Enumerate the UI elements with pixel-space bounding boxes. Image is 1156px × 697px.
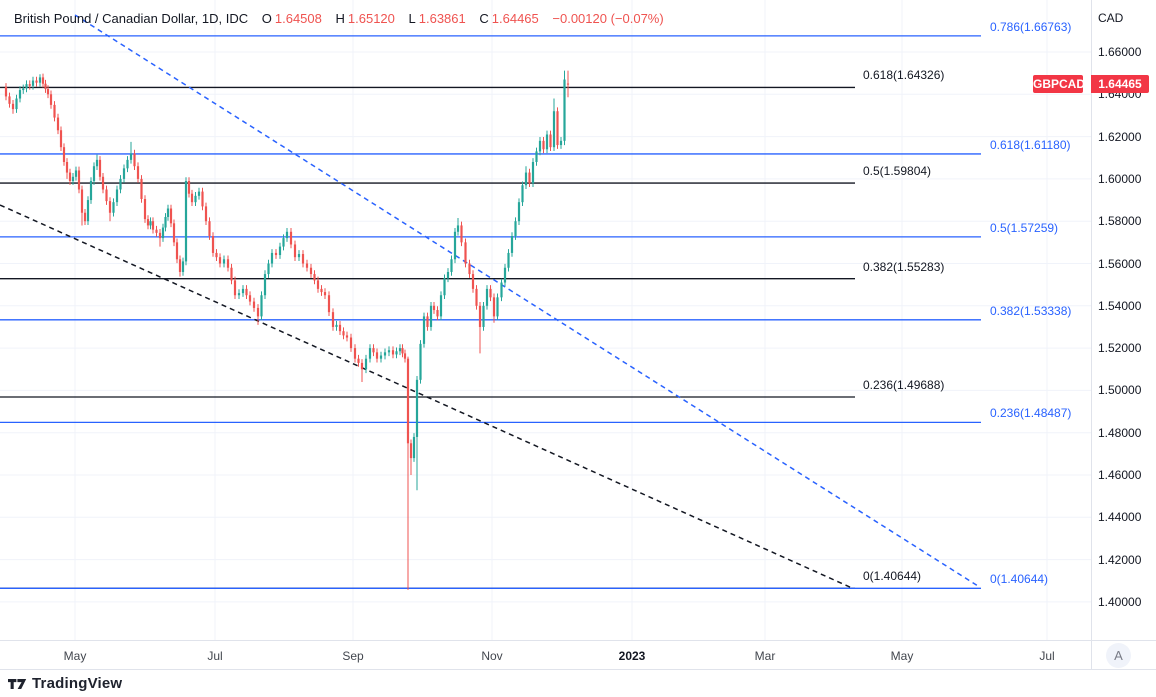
price-tick-label: 1.62000 [1098,129,1142,144]
blue-fib-label: 0.5(1.57259) [990,220,1059,235]
symbol-legend[interactable]: British Pound / Canadian Dollar, 1D, IDC… [14,11,667,26]
blue-fib-label: 0(1.40644) [990,572,1049,587]
high-label: H [335,11,345,26]
close-value: 1.64465 [491,11,539,26]
blue-fib-label: 0.786(1.66763) [990,19,1072,34]
price-axis-border [1091,0,1092,670]
tradingview-logo-icon [8,678,27,689]
low-value: 1.63861 [418,11,466,26]
chart-pane[interactable]: British Pound / Canadian Dollar, 1D, IDC… [0,0,1091,640]
price-tick-label: 1.58000 [1098,214,1142,229]
candlestick-series [4,70,570,590]
last-price-value-badge: 1.64465 [1091,75,1149,94]
auto-scale-button[interactable]: A [1106,643,1131,668]
time-tick-label: 2023 [618,649,646,663]
price-tick-label: 1.48000 [1098,425,1142,440]
time-tick-label: Nov [481,649,503,663]
open-value: 1.64508 [274,11,322,26]
change-value: −0.00120 (−0.07%) [552,11,664,26]
price-tick-label: 1.52000 [1098,341,1142,356]
black-fib-label: 0.236(1.49688) [863,378,945,392]
price-tick-label: 1.60000 [1098,171,1142,186]
time-tick-label: May [890,649,914,663]
axis-currency-label: CAD [1098,11,1124,25]
price-tick-label: 1.50000 [1098,383,1142,398]
blue-fib-label: 0.236(1.48487) [990,406,1072,421]
price-tick-label: 1.46000 [1098,468,1142,482]
black-fib-label: 0(1.40644) [863,569,922,584]
tradingview-brand[interactable]: TradingView [8,675,122,692]
open-label: O [261,11,272,26]
symbol-title[interactable]: British Pound / Canadian Dollar, 1D, IDC [14,11,249,26]
tradingview-brand-text: TradingView [32,675,123,692]
price-tick-label: 1.56000 [1098,256,1142,271]
time-tick-label: May [63,649,87,663]
price-tick-label: 1.54000 [1098,298,1142,313]
time-tick-label: Jul [207,649,223,663]
time-tick-label: Sep [342,649,364,663]
blue-fib-label: 0.382(1.53338) [990,303,1072,318]
black-fib-label: 0.618(1.64326) [863,68,945,83]
blue-fib-label: 0.618(1.61180) [990,137,1071,152]
price-tick-label: 1.42000 [1098,552,1142,567]
price-tick-label: 1.40000 [1098,594,1142,609]
blue-dashed-trendline[interactable] [74,14,979,587]
time-tick-label: Mar [754,649,776,663]
footer: TradingView [0,670,1156,697]
price-axis[interactable]: 1.66000 1.64000 1.62000 1.60000 1.58000 1.560… [1092,0,1156,640]
close-label: C [479,11,489,26]
blue-fib-lines[interactable] [0,35,981,589]
candlestick-chart-canvas[interactable] [0,0,1091,640]
price-tick-label: 1.44000 [1098,510,1142,525]
time-axis[interactable]: A May Jul Sep Nov 2023 Mar May Jul [0,640,1156,670]
low-label: L [408,11,416,26]
high-value: 1.65120 [347,11,395,26]
black-dashed-trendline[interactable] [0,204,853,589]
black-fib-label: 0.382(1.55283) [863,259,945,274]
black-fib-label: 0.5(1.59804) [863,164,932,179]
last-price-symbol-badge: GBPCAD [1033,75,1086,94]
time-tick-label: Jul [1039,649,1055,663]
price-tick-label: 1.66000 [1098,45,1142,59]
